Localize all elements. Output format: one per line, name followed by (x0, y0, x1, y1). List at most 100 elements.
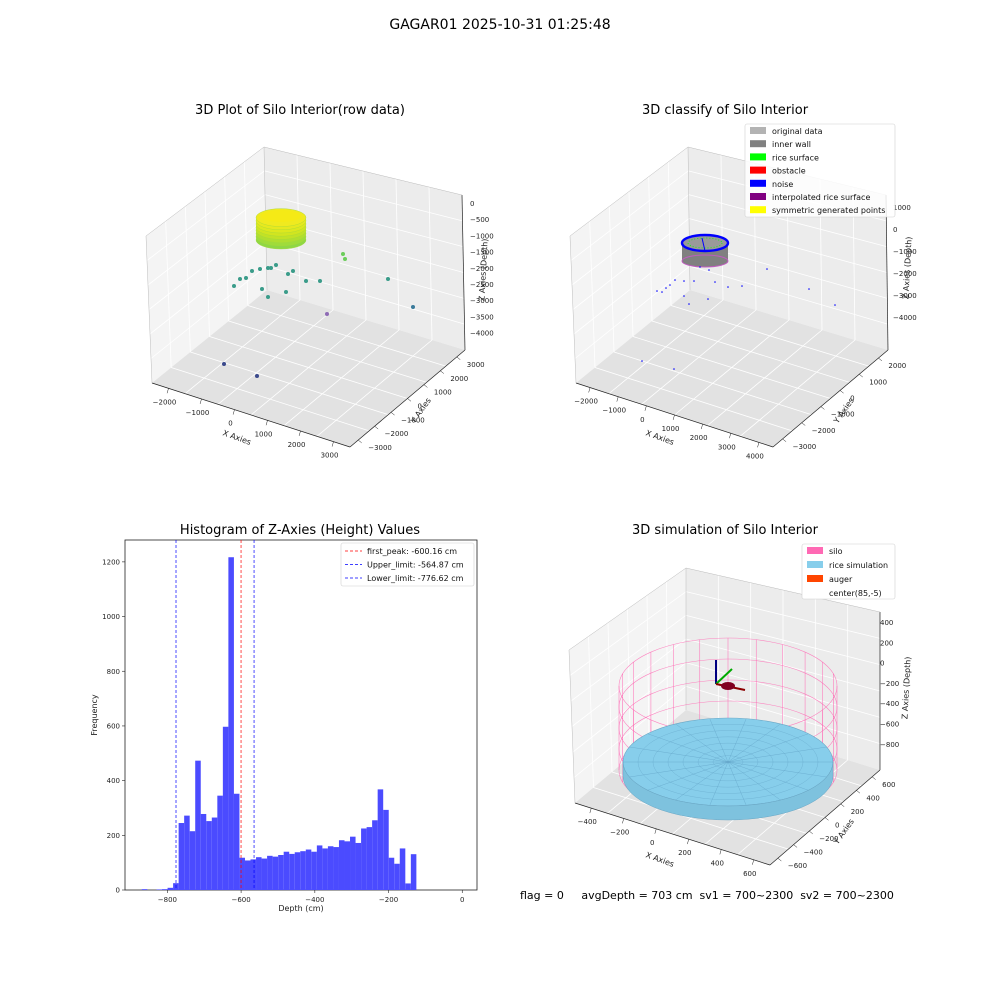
noise-point (693, 280, 695, 282)
rice-mesh-line (727, 723, 781, 763)
panel2-y-tick-mark (839, 390, 844, 394)
rice-mesh-line (727, 761, 809, 791)
legend-swatch (750, 206, 766, 214)
panel2-y-tick-label: 1000 (869, 378, 887, 386)
noise-point (708, 269, 710, 271)
panel1-z-tick-label: −4000 (470, 330, 494, 338)
histogram-bar (283, 851, 290, 890)
panel1-x-tick-label: 3000 (321, 452, 339, 460)
panel1-x-tick-label: 2000 (288, 441, 306, 449)
legend-swatch (750, 140, 766, 148)
histogram-bar (327, 846, 334, 890)
histogram-bar (189, 831, 196, 890)
panel4-y-tick-label: −600 (788, 862, 807, 870)
panel1-y-tick-mark (456, 356, 461, 360)
panel2-x-tick-label: 4000 (746, 452, 764, 460)
box-edge (685, 567, 881, 613)
panel1-x-label: X Axies (221, 428, 252, 447)
legend-label: silo (829, 547, 843, 556)
box-edge (569, 146, 689, 237)
legend-label: rice simulation (829, 561, 888, 570)
histogram-bar (228, 557, 234, 890)
rice-mesh-line (727, 718, 747, 763)
legend-label: noise (772, 180, 793, 189)
x-tick-label: −200 (379, 896, 398, 904)
histogram-bar (355, 842, 362, 890)
panel1-y-tick-mark (358, 439, 362, 444)
panel2-y-tick-label: 0 (850, 394, 854, 402)
panel4-x-tick-mark (719, 849, 722, 855)
legend-label: obstacle (772, 167, 806, 176)
histogram-bar (167, 887, 174, 890)
panel2-x-tick-mark (729, 433, 732, 439)
panel1-y-tick-mark (374, 426, 379, 430)
panel2-x-tick-mark (701, 424, 703, 430)
panel2-y-tick-mark (782, 438, 787, 442)
rice-mesh-line (709, 718, 729, 763)
grid-line (570, 170, 689, 261)
box-edge (569, 235, 577, 384)
histogram-bar (300, 851, 306, 890)
data-point (258, 267, 262, 271)
noise-point (766, 268, 768, 270)
panel1-z-tick-label: −1000 (470, 232, 494, 240)
panel1-z-tick-label: −3000 (470, 297, 494, 305)
panel2-y-tick-label: −3000 (793, 443, 817, 451)
histogram-bar (239, 857, 245, 890)
y-tick-label: 800 (107, 668, 120, 676)
x-axis-line (574, 802, 771, 866)
histogram-bar (256, 857, 262, 890)
panel2-z-tick-label: −3000 (893, 292, 917, 300)
panel1-y-tick-mark (423, 384, 428, 388)
panel4-title: 3D simulation of Silo Interior (632, 523, 818, 538)
histogram-bar (361, 828, 367, 890)
panel3-legend: first_peak: -600.16 cm Upper_limit: -564.… (340, 542, 475, 587)
data-point (222, 362, 226, 366)
legend-label: inner wall (772, 140, 811, 149)
panel2-x-tick-label: 2000 (690, 434, 708, 442)
grid-line (247, 305, 446, 367)
data-point (386, 277, 390, 281)
histogram-bar (344, 841, 351, 890)
panel4-y-tick-mark (809, 830, 813, 835)
noise-point (808, 288, 810, 290)
noise-ring (680, 233, 730, 253)
legend-swatch (807, 561, 823, 568)
grid-line (685, 591, 881, 639)
rice-mesh-line (727, 761, 747, 806)
panel4-z-tick-label: −400 (880, 700, 899, 708)
panel4-x-tick-mark (589, 808, 592, 814)
noise-point (683, 295, 685, 297)
panel2-x-tick-mark (588, 387, 591, 393)
box-edge (687, 146, 691, 291)
legend-swatch (750, 193, 766, 200)
x-axis-label: Depth (cm) (278, 904, 323, 913)
rice-mesh-line (647, 733, 729, 763)
panel2-y-tick-label: −1000 (831, 411, 855, 419)
histogram-bar (156, 889, 163, 890)
panel1-y-tick-label: −3000 (368, 444, 392, 452)
panel1-z-tick-label: −500 (470, 216, 489, 224)
rice-mesh-line (629, 761, 729, 778)
noise-point (714, 281, 716, 283)
legend-label: first_peak: -600.16 cm (367, 547, 457, 556)
histogram-bar (222, 726, 229, 890)
panel4-x-tick-label: 400 (711, 860, 724, 868)
back-left-pane (569, 568, 686, 803)
panel1-z-tick-label: −1500 (470, 249, 494, 257)
histogram-bar (217, 795, 223, 890)
grid-line (670, 305, 869, 367)
data-point (343, 257, 347, 261)
noise-point (683, 280, 685, 282)
rice-mesh-line (727, 746, 827, 763)
legend-label: original data (772, 127, 823, 136)
noise-point (669, 284, 671, 286)
legend-label: auger (829, 575, 853, 584)
y-tick-label: 600 (107, 722, 120, 730)
grid-line (569, 591, 687, 676)
panel1-y-tick-mark (440, 370, 445, 374)
panel4-x-tick-label: −400 (578, 818, 597, 826)
panel4-y-tick-label: −200 (819, 835, 838, 843)
histogram-bar (206, 821, 212, 890)
